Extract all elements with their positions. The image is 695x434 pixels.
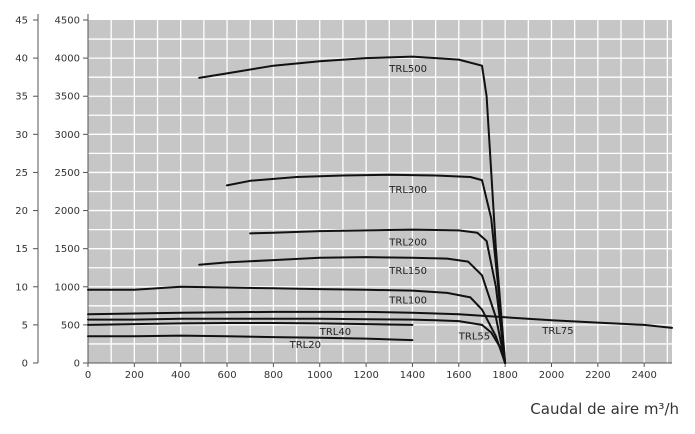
y-left-tick-label: 35 <box>15 92 28 103</box>
series-line-trl300 <box>226 173 507 364</box>
x-tick-label: 2200 <box>585 370 610 381</box>
x-tick-label: 800 <box>264 370 283 381</box>
x-tick-label: 600 <box>218 370 237 381</box>
y-left-tick-label: 15 <box>15 244 28 255</box>
series-label-trl150: TRL150 <box>388 266 427 277</box>
series-label-trl200: TRL200 <box>388 238 427 249</box>
series-label-trl75: TRL75 <box>541 326 573 337</box>
y-left-tick-label: 30 <box>15 130 28 141</box>
y-left-tick-label: 0 <box>22 359 28 370</box>
x-tick-label: 1400 <box>400 370 425 381</box>
series-label-trl55: TRL55 <box>458 331 490 342</box>
series-label-trl40: TRL40 <box>319 327 351 338</box>
x-tick-label: 1800 <box>492 370 517 381</box>
y-left-tick-label: 45 <box>15 16 28 27</box>
series-label-trl100: TRL100 <box>388 296 427 307</box>
y-left-tick-label: 10 <box>15 282 28 293</box>
x-tick-label: 1600 <box>446 370 471 381</box>
series-line-trl500 <box>198 55 507 364</box>
series-line-trl75 <box>87 310 673 329</box>
series-line-trl100 <box>87 285 507 364</box>
y-right-tick-label: 1500 <box>55 244 80 255</box>
y-right-tick-label: 2000 <box>55 206 80 217</box>
series-line-trl20 <box>87 334 414 342</box>
x-axis-title: Caudal de aire m³/h <box>530 400 679 418</box>
series-line-trl150 <box>198 256 507 364</box>
y-left-tick-label: 25 <box>15 168 28 179</box>
x-tick-label: 1000 <box>307 370 332 381</box>
x-tick-label: 1200 <box>353 370 378 381</box>
series-label-trl20: TRL20 <box>289 340 321 351</box>
series-line-trl200 <box>249 228 507 364</box>
y-right-tick-label: 3000 <box>55 130 80 141</box>
series-label-trl500: TRL500 <box>388 64 427 75</box>
y-right-tick-label: 500 <box>61 320 80 331</box>
y-right-tick-label: 3500 <box>55 92 80 103</box>
x-tick-label: 0 <box>85 370 91 381</box>
x-tick-label: 400 <box>171 370 190 381</box>
y-left-tick-label: 5 <box>22 320 28 331</box>
x-tick-label: 2400 <box>631 370 656 381</box>
y-right-tick-label: 4000 <box>55 54 80 65</box>
y-left-tick-label: 20 <box>15 206 28 217</box>
y-left-tick-label: 40 <box>15 54 28 65</box>
y-right-tick-label: 2500 <box>55 168 80 179</box>
y-right-tick-label: 1000 <box>55 282 80 293</box>
series-label-trl300: TRL300 <box>388 185 427 196</box>
y-right-tick-label: 0 <box>74 359 80 370</box>
x-tick-label: 2000 <box>539 370 564 381</box>
x-tick-label: 200 <box>125 370 144 381</box>
series-line-trl40 <box>87 322 414 326</box>
series-line-trl55 <box>87 317 507 364</box>
y-right-tick-label: 4500 <box>55 16 80 27</box>
